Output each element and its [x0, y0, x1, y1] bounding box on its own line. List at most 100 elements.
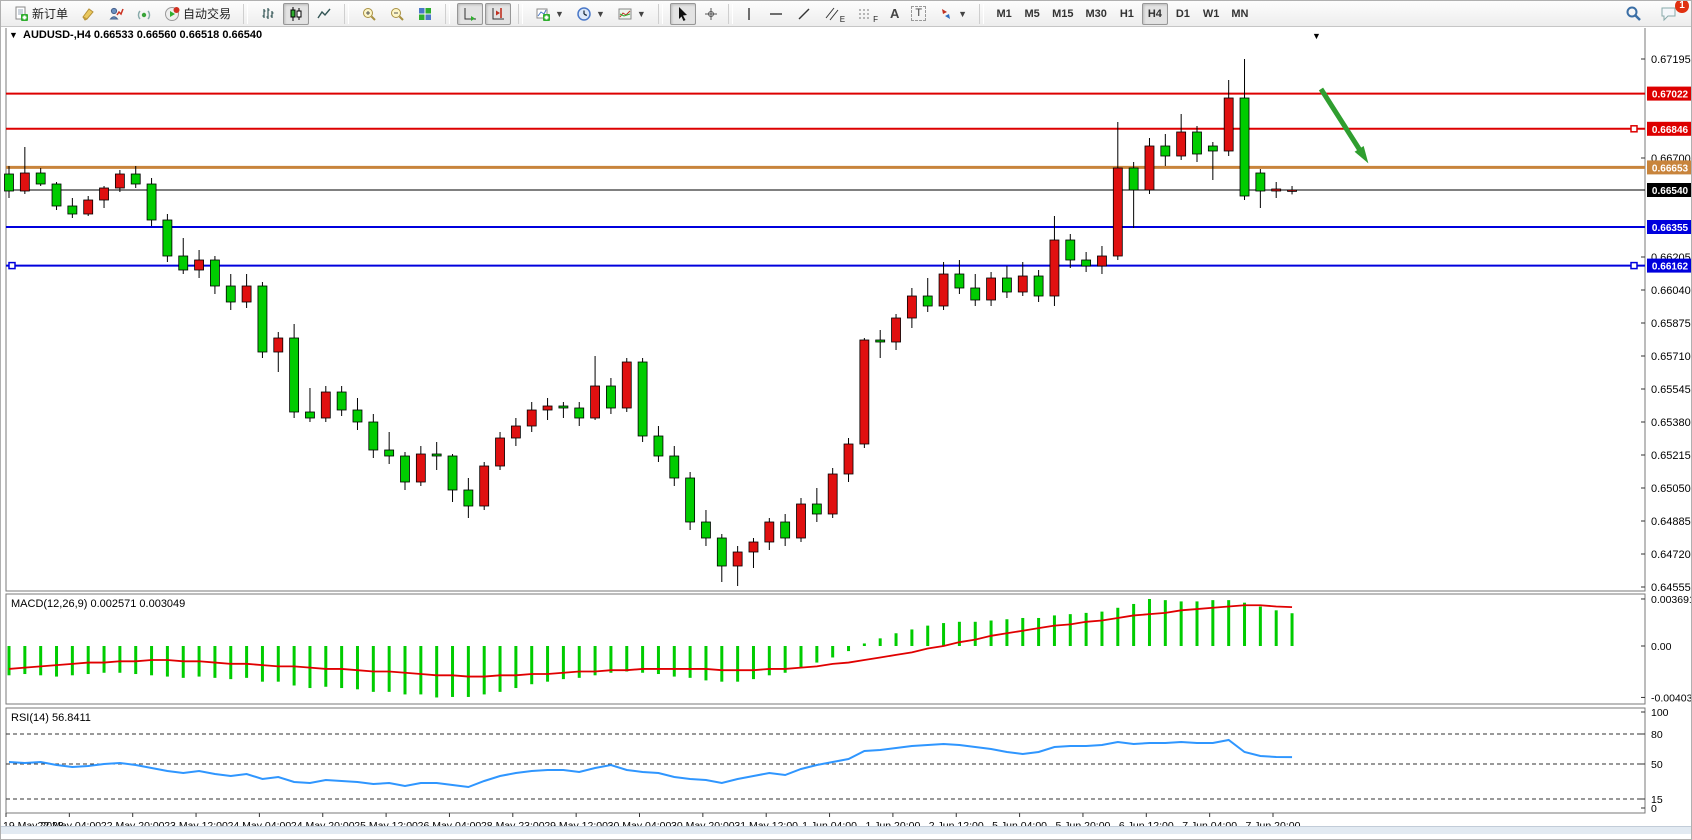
- candle-body: [558, 405, 569, 409]
- profile-button[interactable]: [103, 3, 129, 25]
- templates-button[interactable]: ▼: [612, 3, 651, 25]
- arrows-button[interactable]: ▼: [933, 3, 972, 25]
- timeframe-button-w1[interactable]: W1: [1202, 7, 1220, 20]
- channel-icon: [824, 6, 840, 22]
- candle-body: [495, 437, 505, 467]
- timeframe-button-m1[interactable]: M1: [996, 7, 1012, 20]
- candle-body: [114, 173, 125, 189]
- svg-text:0.003691: 0.003691: [1651, 594, 1692, 606]
- line-handle[interactable]: [1630, 261, 1638, 270]
- cursor-button[interactable]: [669, 2, 696, 25]
- timeframe-button-h1[interactable]: H1: [1119, 7, 1134, 20]
- indicators-button[interactable]: ▼: [530, 3, 569, 25]
- crosshair-icon: [703, 6, 719, 22]
- candlestick-chart-button[interactable]: [283, 2, 310, 25]
- timeframe-button-d1[interactable]: D1: [1175, 7, 1190, 20]
- notification-badge: 1: [1675, 1, 1689, 13]
- channel-e-glyph: E: [839, 14, 846, 24]
- svg-text:▼: ▼: [1312, 31, 1321, 41]
- candle-body: [954, 273, 965, 289]
- crosshair-button[interactable]: [698, 3, 724, 25]
- horizontal-scrollbar[interactable]: [1, 826, 1691, 834]
- line-handle[interactable]: [8, 261, 16, 270]
- vertical-line-button[interactable]: [737, 3, 761, 25]
- bar-chart-icon: [260, 6, 276, 22]
- new-order-button[interactable]: 新订单: [8, 3, 73, 25]
- zoom-in-icon: [361, 6, 377, 22]
- periods-button[interactable]: ▼: [571, 3, 610, 25]
- candle-body: [811, 503, 822, 515]
- candle-body: [1049, 239, 1060, 297]
- candle-body: [431, 453, 442, 457]
- timeframe-button-m30[interactable]: M30: [1085, 7, 1107, 20]
- search-button[interactable]: [1620, 3, 1647, 25]
- fibonacci-button[interactable]: F: [852, 3, 883, 25]
- zoom-in-button[interactable]: [356, 3, 382, 25]
- candle-body: [1017, 275, 1028, 293]
- candle-body: [99, 187, 109, 201]
- candle-body: [653, 435, 664, 457]
- text-label-button[interactable]: T: [906, 3, 931, 25]
- new-order-icon: [13, 6, 29, 22]
- tile-windows-button[interactable]: [412, 3, 438, 25]
- candle-body: [162, 219, 173, 257]
- trend-arrow[interactable]: [1318, 87, 1366, 157]
- svg-text:0.65380: 0.65380: [1651, 417, 1691, 429]
- timeframe-button-mn[interactable]: MN: [1231, 7, 1249, 20]
- chat-button[interactable]: 1: [1655, 1, 1689, 25]
- price-badge: [1647, 86, 1691, 101]
- candle-body: [938, 273, 949, 307]
- svg-text:80: 80: [1651, 729, 1663, 741]
- candle-body: [1112, 167, 1123, 257]
- rsi-line: [8, 738, 1293, 789]
- horizontal-line-button[interactable]: [763, 3, 789, 25]
- candle-body: [83, 199, 94, 215]
- candle-body: [35, 172, 46, 185]
- main-pane[interactable]: [5, 25, 1646, 592]
- timeframe-button-h4[interactable]: H4: [1141, 2, 1168, 25]
- chart-shift-button[interactable]: [485, 2, 512, 25]
- signals-button[interactable]: [131, 3, 157, 25]
- chart-window: 0.67195 0.66700 0.66205 0.66040 0.65875 0.657…: [1, 25, 1692, 834]
- price-badge: [1647, 121, 1691, 136]
- svg-text:0.66355: 0.66355: [1652, 223, 1689, 234]
- bar-chart-button[interactable]: [255, 3, 281, 25]
- candle-body: [1033, 275, 1044, 297]
- timeframe-group: M1 M5 M15 M30 H1 H4 D1 W1 MN: [988, 2, 1256, 25]
- chart-shift-icon: [490, 6, 506, 22]
- svg-text:0.65215: 0.65215: [1651, 450, 1691, 462]
- svg-text:0.64720: 0.64720: [1651, 549, 1691, 561]
- auto-scroll-icon: [462, 6, 478, 22]
- zoom-out-button[interactable]: [384, 3, 410, 25]
- candle-body: [415, 453, 426, 483]
- candle-body: [130, 173, 141, 185]
- candle-body: [463, 489, 474, 507]
- price-badge: [1647, 183, 1691, 197]
- timeframe-button-m5[interactable]: M5: [1024, 7, 1040, 20]
- candle-body: [701, 521, 711, 539]
- line-chart-button[interactable]: [311, 3, 337, 25]
- candle-body: [875, 339, 886, 343]
- auto-trading-button[interactable]: 自动交易: [159, 3, 236, 25]
- candle-body: [1271, 188, 1282, 192]
- timeframe-button-m15[interactable]: M15: [1052, 7, 1074, 20]
- rsi-pane[interactable]: [5, 707, 1646, 814]
- svg-text:0.65710: 0.65710: [1651, 351, 1691, 363]
- candle-body: [447, 455, 458, 491]
- auto-scroll-button[interactable]: [457, 2, 484, 25]
- macd-pane[interactable]: [5, 593, 1646, 705]
- chart-canvas[interactable]: 0.671950.667000.662050.660400.658750.657…: [1, 25, 1692, 832]
- styler-button[interactable]: [75, 3, 101, 25]
- equidistant-channel-button[interactable]: E: [819, 3, 850, 25]
- candle-body: [225, 285, 236, 303]
- text-button[interactable]: A: [885, 3, 904, 25]
- candle-body: [1255, 172, 1266, 192]
- candle-body: [479, 465, 490, 507]
- line-handle[interactable]: [1630, 125, 1638, 133]
- svg-text:0.64555: 0.64555: [1651, 582, 1691, 594]
- candle-body: [400, 455, 410, 483]
- candle-body: [922, 295, 933, 307]
- trendline-button[interactable]: [791, 3, 817, 25]
- svg-text:0.65875: 0.65875: [1651, 318, 1691, 330]
